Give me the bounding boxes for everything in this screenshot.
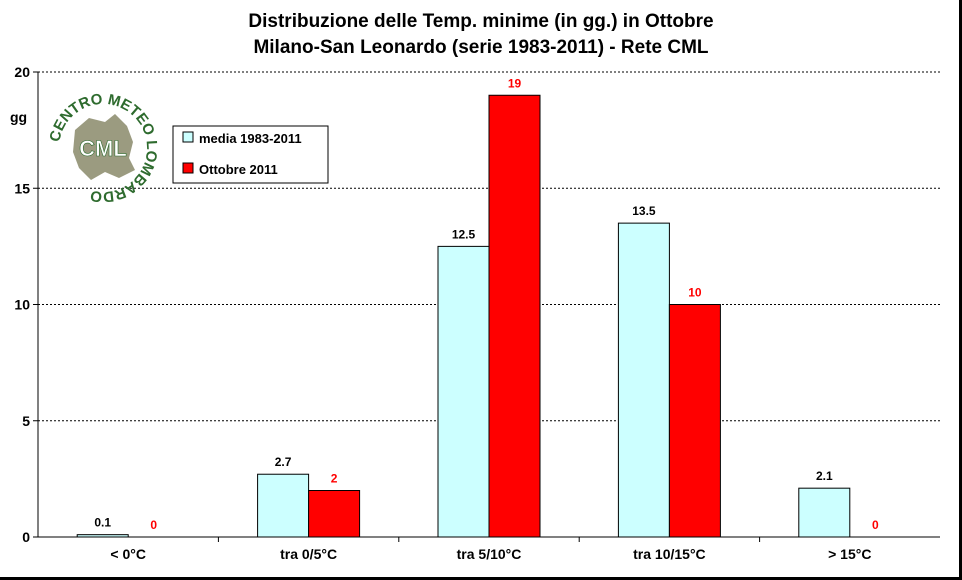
data-label: 2 xyxy=(331,472,338,486)
legend: media 1983-2011 Ottobre 2011 xyxy=(172,125,329,184)
legend-box xyxy=(172,125,329,184)
bar-ottobre xyxy=(668,304,721,538)
legend-label-media: media 1983-2011 xyxy=(199,131,302,146)
data-label: 10 xyxy=(688,286,702,300)
category-label: tra 10/15°C xyxy=(633,546,706,562)
data-label: 0 xyxy=(872,518,879,532)
y-tick-label: 0 xyxy=(22,529,30,545)
y-tick-label: 15 xyxy=(14,180,30,196)
bar-ottobre xyxy=(308,490,361,538)
bar-ottobre xyxy=(488,94,541,538)
logo-center-text: CML xyxy=(79,136,127,161)
data-label: 2.1 xyxy=(816,469,833,483)
chart-title: Distribuzione delle Temp. minime (in gg.… xyxy=(248,11,713,32)
legend-swatch-media xyxy=(182,131,194,143)
axes xyxy=(33,71,940,542)
bar-media xyxy=(617,222,670,538)
data-label: 19 xyxy=(508,76,522,90)
legend-swatch-ottobre xyxy=(182,162,194,174)
chart-subtitle: Milano-San Leonardo (serie 1983-2011) - … xyxy=(253,37,708,58)
data-label: 0.1 xyxy=(94,516,111,530)
category-label: > 15°C xyxy=(828,546,871,562)
category-label: < 0°C xyxy=(110,546,146,562)
lombardy-map-shape xyxy=(73,114,135,180)
labels: 0 5 10 15 20 0.1 0 < 0°C 2.7 2 tra 0/5°C 12.5 19 tra … xyxy=(14,64,879,562)
y-axis-label: gg xyxy=(10,109,27,125)
bar-media xyxy=(257,473,310,538)
bar-media xyxy=(437,245,490,538)
y-tick-label: 10 xyxy=(14,297,30,313)
data-label: 13.5 xyxy=(632,204,656,218)
category-label: tra 5/10°C xyxy=(457,546,522,562)
bar-media xyxy=(798,487,851,538)
category-label: tra 0/5°C xyxy=(280,546,337,562)
y-tick-label: 5 xyxy=(22,413,30,429)
bars xyxy=(76,94,851,538)
data-label: 0 xyxy=(150,518,157,532)
data-label: 12.5 xyxy=(452,227,476,241)
y-tick-label: 20 xyxy=(14,64,30,80)
data-label: 2.7 xyxy=(275,455,292,469)
legend-label-ottobre: Ottobre 2011 xyxy=(199,162,278,177)
